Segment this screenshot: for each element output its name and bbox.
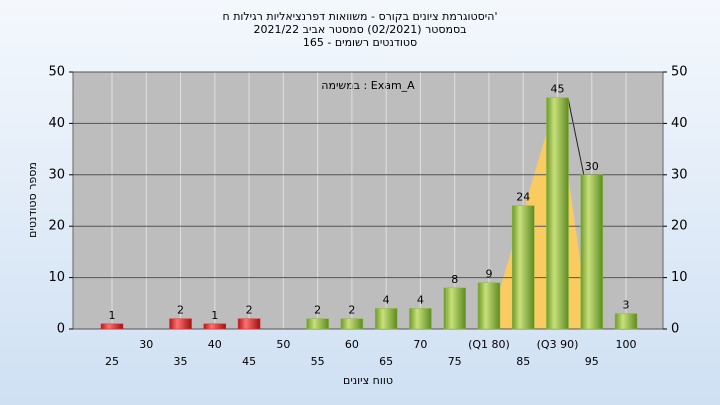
x-tick-label: 70 [413, 338, 427, 351]
bar [511, 205, 535, 330]
data-label: 4 [383, 293, 390, 306]
data-label: 45 [551, 83, 565, 96]
y-tick-label: 40 [48, 116, 65, 131]
data-label: 1 [109, 309, 116, 322]
y2-tick-label: 10 [671, 270, 688, 285]
bar [614, 313, 638, 330]
chart-title: היסטוגרמת ציונים בקורס - משוואות דפרנציא… [223, 10, 498, 23]
bar [374, 308, 398, 330]
bar [306, 318, 329, 330]
bar [477, 282, 501, 330]
x-tick-label: 25 [105, 355, 119, 368]
data-label: 9 [485, 268, 492, 281]
data-label: 2 [314, 304, 321, 317]
x-tick-label: 65 [379, 355, 393, 368]
bar [546, 97, 569, 330]
bar [237, 318, 261, 330]
y-tick-label: 50 [48, 65, 65, 80]
x-tick-label: 45 [242, 355, 256, 368]
data-label: 1 [211, 309, 218, 322]
data-label: 4 [417, 293, 424, 306]
y2-tick-label: 30 [671, 167, 688, 182]
annotation: במשימה : Exam_A [321, 79, 415, 92]
x-tick-label: 75 [448, 355, 462, 368]
x-tick-label: 40 [208, 338, 222, 351]
x-tick-label: 50 [276, 338, 290, 351]
x-tick-label: 30 [139, 338, 153, 351]
y2-tick-label: 40 [671, 116, 688, 131]
y-tick-label: 10 [48, 270, 65, 285]
y-tick-label: 30 [48, 167, 65, 182]
bar [169, 318, 192, 330]
x-tick-label: 55 [311, 355, 325, 368]
y-tick-label: 0 [57, 322, 65, 337]
data-label: 2 [348, 304, 355, 317]
bar [100, 323, 124, 330]
chart-subtitle: סטודנטים רשומים - 165 [303, 36, 417, 49]
chart-subtitle: בסמסטר (02/2021) סמסטר אביב 2021/22 [253, 23, 466, 36]
x-tick-label: 100 [616, 338, 637, 351]
data-label: 8 [451, 273, 458, 286]
bar [409, 308, 432, 330]
y-axis-label: מספר סטודנטים [26, 162, 39, 238]
bar [443, 287, 466, 330]
x-tick-label: (Q3 90) [537, 338, 579, 351]
x-tick-label: 35 [174, 355, 188, 368]
y-tick-label: 20 [48, 219, 65, 234]
x-tick-label: (Q1 80) [468, 338, 510, 351]
data-label: 2 [177, 304, 184, 317]
bar [203, 323, 227, 330]
bar [580, 174, 604, 330]
x-tick-label: 60 [345, 338, 359, 351]
data-label: 24 [516, 191, 530, 204]
y2-tick-label: 20 [671, 219, 688, 234]
data-label: 30 [585, 160, 599, 173]
x-axis-label: טווח ציונים [343, 374, 393, 387]
data-label: 2 [246, 304, 253, 317]
x-tick-label: 85 [516, 355, 530, 368]
bar [340, 318, 364, 330]
x-tick-label: 95 [585, 355, 599, 368]
y2-tick-label: 50 [671, 65, 688, 80]
y2-tick-label: 0 [671, 322, 679, 337]
data-label: 3 [623, 299, 630, 312]
